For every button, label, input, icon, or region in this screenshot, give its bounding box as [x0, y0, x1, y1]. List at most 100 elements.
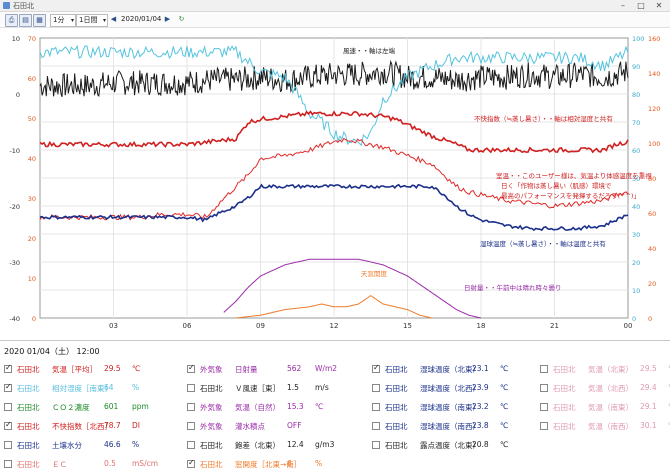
sensor-unit: W/m2	[315, 364, 338, 373]
refresh-button[interactable]: ↻	[176, 14, 187, 25]
sensor-row: 石田北 Ｖ風速［東］ 1.5 m/s	[187, 382, 357, 396]
sensor-site: 外気象	[200, 365, 223, 374]
series-checkbox[interactable]	[187, 422, 195, 430]
minimize-button[interactable]: –	[621, 1, 625, 10]
close-button[interactable]: ✕	[655, 1, 663, 10]
sensor-site: 石田北	[385, 365, 408, 374]
series-line	[39, 44, 629, 147]
sensor-row: 石田北 露点温度（北東） 20.8 ℃	[372, 439, 542, 453]
sensor-name: 気温（自然）	[235, 403, 280, 412]
sensor-unit: ℃	[668, 383, 670, 392]
sensor-name: 湿球温度（北西）	[420, 384, 480, 393]
series-checkbox[interactable]	[4, 420, 12, 430]
series-line	[39, 110, 629, 154]
series-checkbox[interactable]	[372, 422, 380, 430]
right-axis-tick-label: 50	[632, 175, 640, 183]
sensor-name: Ｖ風速［東］	[235, 384, 280, 393]
right-axis-tick-label: 120	[648, 105, 660, 113]
series-checkbox[interactable]	[187, 363, 195, 373]
sensor-unit: ℃	[668, 364, 670, 373]
sensor-site: 石田北	[17, 365, 40, 374]
sensor-unit: ℃	[500, 383, 509, 392]
series-checkbox[interactable]	[4, 441, 12, 449]
left-axis-tick-label: 60	[28, 75, 36, 83]
right-axis-tick-label: 80	[632, 91, 640, 99]
maximize-button[interactable]: □	[637, 1, 645, 10]
sensor-row: 外気象 気温（自然） 15.3 ℃	[187, 401, 357, 415]
sensor-row: 外気象 灌水積点 OFF	[187, 420, 357, 434]
series-checkbox[interactable]	[372, 384, 380, 392]
prev-day-button[interactable]: ◀	[108, 14, 119, 25]
series-checkbox[interactable]	[187, 403, 195, 411]
sensor-site: 石田北	[17, 441, 40, 450]
right-axis-tick-label: 40	[632, 203, 640, 211]
series-checkbox[interactable]	[540, 384, 548, 392]
print-button[interactable]: ⎙	[5, 14, 18, 27]
sensor-name: 灌水積点	[235, 422, 265, 431]
sensor-name: 湿球温度（南西）	[420, 422, 480, 431]
sensor-unit: ppm	[132, 402, 149, 411]
sensor-site: 石田北	[553, 365, 576, 374]
series-checkbox[interactable]	[540, 403, 548, 411]
sensor-site: 石田北	[385, 384, 408, 393]
sensor-name: 気温［平均］	[52, 365, 97, 374]
sensor-site: 石田北	[17, 384, 40, 393]
sensor-value: 64	[104, 383, 114, 392]
right-axis-tick-label: 0	[648, 315, 652, 323]
x-tick-label: 15	[403, 322, 412, 330]
left-axis-tick-label: 70	[28, 35, 36, 43]
series-checkbox[interactable]	[4, 460, 12, 468]
sensor-name: 日射量	[235, 365, 258, 374]
sensor-name: 土壌水分	[52, 441, 82, 450]
sensor-site: 石田北	[17, 422, 40, 431]
sensor-name: 窓開度［北東→南］	[235, 460, 302, 469]
next-day-button[interactable]: ▶	[162, 14, 173, 25]
series-checkbox[interactable]	[4, 403, 12, 411]
sensor-site: 石田北	[553, 403, 576, 412]
series-checkbox[interactable]	[187, 384, 195, 392]
sensor-value: 1.5	[287, 383, 299, 392]
chart-view-button[interactable]: ▤	[19, 14, 32, 27]
series-line	[223, 258, 482, 319]
series-checkbox[interactable]	[372, 441, 380, 449]
table-view-button[interactable]: ▦	[33, 14, 46, 27]
sensor-value: 0.5	[104, 459, 116, 468]
right-axis-tick-label: 100	[648, 140, 660, 148]
chart-annotation: 湿球温度（≒蒸し暑さ）・・軸は温度と共有	[480, 239, 606, 248]
chart-area: 03 06 09 12 15 18 21 00 10 0 -10 -20 -30 -40 70 60 50 40 3…	[0, 28, 670, 338]
refresh-icon: ↻	[178, 15, 185, 23]
app-icon	[3, 2, 10, 9]
right-axis-tick-label: 30	[632, 231, 640, 239]
sensor-value: 23.8	[472, 421, 489, 430]
series-checkbox[interactable]	[187, 441, 195, 449]
sensor-row: 石田北 不快指数［北西］78.7 DI	[4, 420, 174, 434]
chevron-left-icon: ◀	[110, 15, 117, 23]
series-checkbox[interactable]	[372, 363, 380, 373]
right-axis-tick-label: 140	[648, 70, 660, 78]
series-checkbox[interactable]	[372, 403, 380, 411]
sensor-value: 29.4	[640, 383, 657, 392]
sensor-value: OFF	[287, 421, 302, 430]
sensor-value: 6	[287, 459, 292, 468]
interval-value: 1分	[53, 16, 65, 24]
x-tick-label: 03	[109, 322, 118, 330]
left-axis-tick-label: 0	[16, 91, 20, 99]
sensor-name: 湿球温度（北東）	[420, 365, 480, 374]
series-checkbox[interactable]	[540, 422, 548, 430]
series-checkbox[interactable]	[187, 458, 195, 468]
chart-annotation: 最高のパフォーマンスを発揮するだろう(^^)」	[501, 191, 640, 200]
sensor-unit: %	[315, 459, 323, 468]
chart-annotation: 風速・・軸は左端	[343, 46, 396, 55]
chevron-down-icon: ▾	[70, 17, 74, 24]
x-tick-label: 12	[330, 322, 339, 330]
toolbar: ⎙ ▤ ▦ 1分 ▾ 1日間 ▾ ◀ 2020/01/04 ▶ ↻	[0, 12, 670, 28]
interval-select[interactable]: 1分 ▾	[50, 14, 76, 27]
series-checkbox[interactable]	[4, 363, 12, 373]
series-checkbox[interactable]	[540, 365, 548, 373]
span-select[interactable]: 1日間 ▾	[76, 14, 108, 27]
sensor-value: 23.9	[472, 383, 489, 392]
sensor-unit: mS/cm	[132, 459, 159, 468]
sensor-value: 46.6	[104, 440, 121, 449]
sensor-value: 562	[287, 364, 302, 373]
series-checkbox[interactable]	[4, 382, 12, 392]
